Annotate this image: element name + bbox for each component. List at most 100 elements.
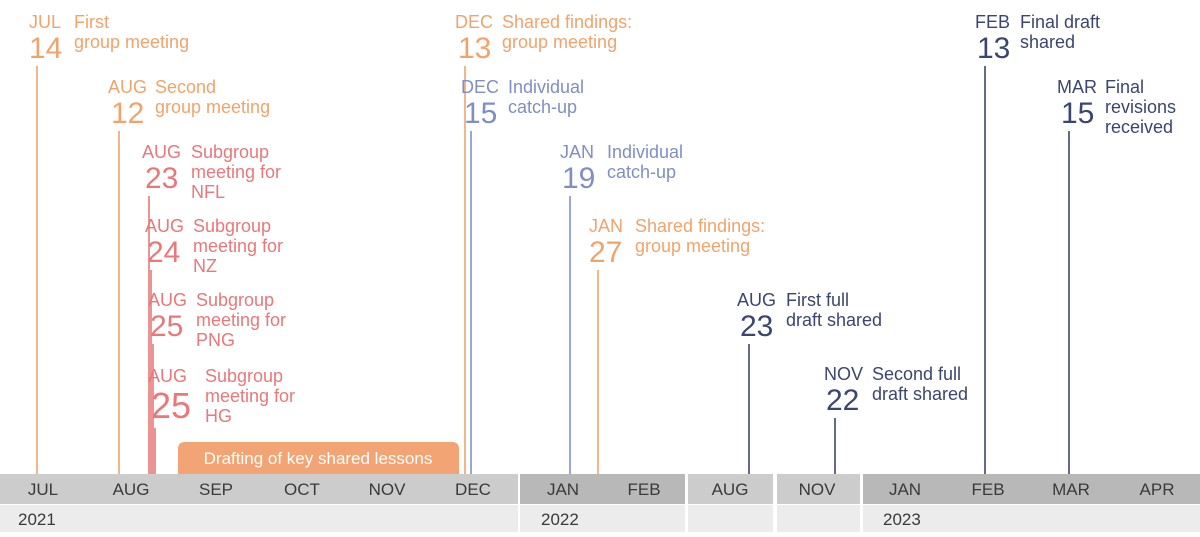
event-description-line: meeting for xyxy=(196,310,286,330)
axis-year-label: 2021 xyxy=(18,510,56,529)
event-day: 23 xyxy=(740,310,773,343)
event-month: AUG xyxy=(148,366,187,386)
event-month: JAN xyxy=(560,142,594,162)
event-month: JAN xyxy=(589,216,623,236)
event-description-line: meeting for xyxy=(205,386,295,406)
event-month: AUG xyxy=(108,77,147,97)
event-description-line: First xyxy=(74,12,109,32)
axis-month-label: FEB xyxy=(971,480,1004,499)
axis-month-segment xyxy=(520,474,685,504)
drafting-band-label: Drafting of key shared lessons xyxy=(204,449,433,468)
axis-month-label: MAR xyxy=(1052,480,1090,499)
axis-month-label: JAN xyxy=(547,480,579,499)
event-month: AUG xyxy=(737,290,776,310)
event-description-line: Subgroup xyxy=(193,216,271,236)
event-day: 25 xyxy=(151,385,191,426)
event-day: 12 xyxy=(111,97,144,130)
event-month: DEC xyxy=(461,77,499,97)
axis-month-segment xyxy=(863,474,1200,504)
event-description-line: Shared findings: xyxy=(502,12,632,32)
axis-month-segment xyxy=(0,474,518,504)
axis-month-label: DEC xyxy=(455,480,491,499)
event-month: AUG xyxy=(142,142,181,162)
timeline-axis: JUL AUG SEP OCT NOV DEC JAN FEB AUG NOV JAN FEB MAR A… xyxy=(0,474,1200,532)
axis-month-label: OCT xyxy=(284,480,320,499)
event-day: 13 xyxy=(977,32,1010,65)
axis-year-segment xyxy=(520,505,685,532)
event-month: JUL xyxy=(29,12,61,32)
event-description-line: group meeting xyxy=(155,97,270,117)
event-month: FEB xyxy=(975,12,1010,32)
axis-month-label: NOV xyxy=(369,480,407,499)
drafting-band-group: Drafting of key shared lessons xyxy=(178,442,459,474)
event-day: 25 xyxy=(150,310,183,343)
event-description-line: Subgroup xyxy=(196,290,274,310)
event-description-line: HG xyxy=(205,406,232,426)
event-description-line: Final xyxy=(1105,77,1144,97)
event-description-line: First full xyxy=(786,290,849,310)
axis-month-label: FEB xyxy=(627,480,660,499)
event-description-line: Second full xyxy=(872,364,961,384)
event-description-line: received xyxy=(1105,117,1173,137)
event-description-line: meeting for xyxy=(193,236,283,256)
event-day: 19 xyxy=(562,162,595,195)
axis-year-segment xyxy=(777,505,860,532)
axis-month-label: SEP xyxy=(199,480,233,499)
axis-year-label: 2023 xyxy=(883,510,921,529)
event-description-line: Individual xyxy=(508,77,584,97)
event-description-line: Subgroup xyxy=(205,366,283,386)
drafting-band xyxy=(178,442,459,474)
event-day: 14 xyxy=(29,32,62,65)
axis-year-segment xyxy=(688,505,773,532)
event-description-line: Individual xyxy=(607,142,683,162)
axis-year-segment xyxy=(863,505,1200,532)
event-day: 23 xyxy=(145,162,178,195)
event-description-line: Subgroup xyxy=(191,142,269,162)
event-day: 13 xyxy=(458,32,491,65)
event-description-line: NFL xyxy=(191,182,225,202)
event-description-line: group meeting xyxy=(74,32,189,52)
axis-month-label: NOV xyxy=(799,480,837,499)
event-day: 22 xyxy=(826,384,859,417)
event-description-line: group meeting xyxy=(502,32,617,52)
event-description-line: Shared findings: xyxy=(635,216,765,236)
event-description-line: shared xyxy=(1020,32,1075,52)
event-day: 27 xyxy=(589,236,622,269)
event-description-line: meeting for xyxy=(191,162,281,182)
event-description-line: catch-up xyxy=(607,162,676,182)
event-description-line: revisions xyxy=(1105,97,1176,117)
axis-month-segment xyxy=(777,474,860,504)
event-description-line: draft shared xyxy=(872,384,968,404)
axis-month-label: JAN xyxy=(889,480,921,499)
event-day: 24 xyxy=(147,236,180,269)
event-month: NOV xyxy=(824,364,863,384)
event-description-line: catch-up xyxy=(508,97,577,117)
axis-month-label: JUL xyxy=(28,480,58,499)
event-description-line: group meeting xyxy=(635,236,750,256)
event-day: 15 xyxy=(1061,97,1094,130)
axis-year-label: 2022 xyxy=(541,510,579,529)
event-description-line: draft shared xyxy=(786,310,882,330)
event-description-line: Final draft xyxy=(1020,12,1100,32)
event-description-line: Second xyxy=(155,77,216,97)
event-month: AUG xyxy=(145,216,184,236)
event-description-line: PNG xyxy=(196,330,235,350)
axis-month-segment xyxy=(688,474,773,504)
axis-year-segment xyxy=(0,505,518,532)
